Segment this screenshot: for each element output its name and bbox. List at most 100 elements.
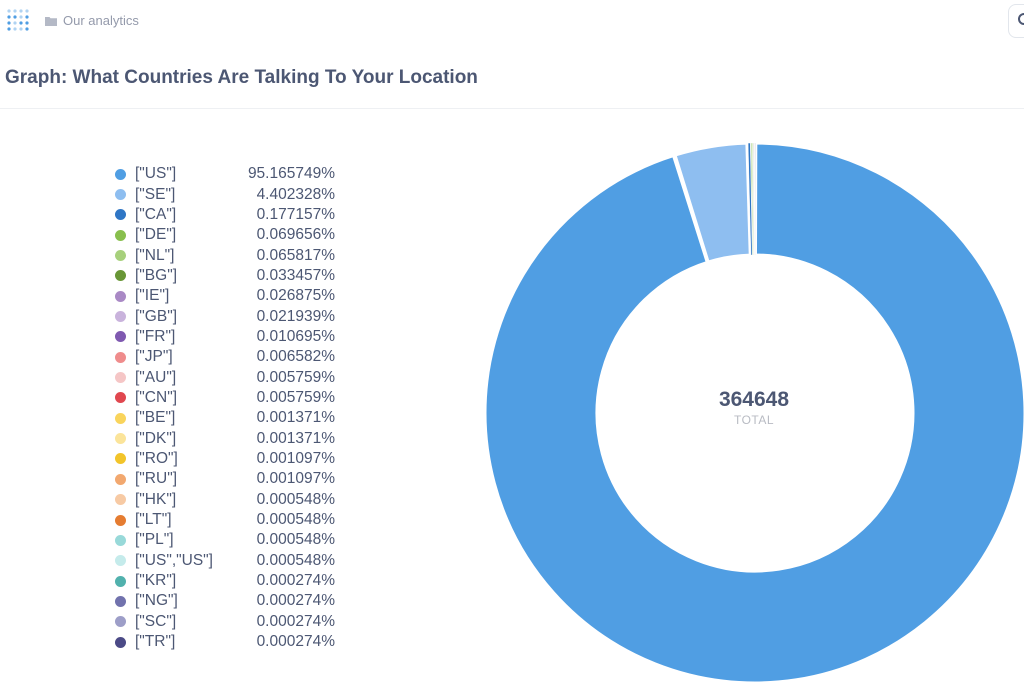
legend-percentage: 0.001371% (256, 429, 335, 447)
legend-percentage: 0.033457% (256, 266, 335, 284)
legend-label: ["PL"] (135, 531, 174, 549)
search-icon (1018, 13, 1024, 25)
legend-item[interactable]: ["RU"] 0.001097% (115, 469, 335, 489)
legend-label: ["TR"] (135, 633, 176, 651)
legend-percentage: 0.069656% (256, 226, 335, 244)
search-button[interactable] (1008, 4, 1024, 38)
legend-label: ["JP"] (135, 348, 173, 366)
legend-item[interactable]: ["TR"] 0.000274% (115, 632, 335, 652)
legend-item[interactable]: ["JP"] 0.006582% (115, 347, 335, 367)
legend-label: ["FR"] (135, 327, 176, 345)
legend-color-dot (115, 636, 126, 648)
legend-item[interactable]: ["CA"] 0.177157% (115, 205, 335, 225)
legend-item[interactable]: ["DK"] 0.001371% (115, 428, 335, 448)
legend-item[interactable]: ["IE"] 0.026875% (115, 286, 335, 306)
page-title: Graph: What Countries Are Talking To You… (5, 67, 478, 88)
legend-color-dot (115, 250, 126, 262)
legend-label: ["SE"] (135, 185, 176, 203)
legend-label: ["GB"] (135, 307, 178, 325)
legend-percentage: 0.000274% (256, 572, 335, 590)
donut-slice[interactable] (483, 141, 1024, 685)
legend-item[interactable]: ["BG"] 0.033457% (115, 266, 335, 286)
legend-label: ["AU"] (135, 368, 177, 386)
donut-slice[interactable] (673, 141, 752, 264)
legend-item[interactable]: ["RO"] 0.001097% (115, 449, 335, 469)
donut-chart-svg (483, 141, 1024, 685)
legend-color-dot (115, 473, 126, 485)
folder-icon (45, 16, 57, 26)
legend-percentage: 0.021939% (256, 307, 335, 325)
header-divider (0, 108, 1024, 109)
breadcrumb-label: Our analytics (63, 13, 139, 28)
donut-slice[interactable] (747, 142, 753, 256)
legend-color-dot (115, 514, 126, 526)
donut-slice[interactable] (750, 142, 754, 256)
donut-chart (480, 138, 1024, 688)
breadcrumb-collection[interactable]: Our analytics (45, 13, 139, 28)
legend-percentage: 0.000274% (256, 633, 335, 651)
legend-item[interactable]: ["AU"] 0.005759% (115, 367, 335, 387)
legend-item[interactable]: ["CN"] 0.005759% (115, 388, 335, 408)
legend-item[interactable]: ["KR"] 0.000274% (115, 571, 335, 591)
legend-item[interactable]: ["LT"] 0.000548% (115, 510, 335, 530)
legend-label: ["NL"] (135, 246, 175, 264)
legend-color-dot (115, 412, 126, 424)
chart-legend: ["US"] 95.165749% ["SE"] 4.402328% ["CA"] 0.1… (115, 164, 335, 652)
legend-percentage: 0.001097% (256, 470, 335, 488)
total-label: TOTAL (733, 413, 775, 427)
legend-color-dot (115, 494, 126, 506)
legend-color-dot (115, 392, 126, 404)
legend-item[interactable]: ["GB"] 0.021939% (115, 306, 335, 326)
legend-color-dot (115, 331, 126, 343)
legend-color-dot (115, 290, 126, 302)
legend-item[interactable]: ["DE"] 0.069656% (115, 225, 335, 245)
legend-percentage: 0.005759% (256, 368, 335, 386)
top-navigation-bar: Our analytics (0, 0, 1024, 42)
legend-label: ["US","US"] (135, 551, 213, 569)
legend-label: ["HK"] (135, 490, 177, 508)
legend-color-dot (115, 595, 126, 607)
legend-label: ["DK"] (135, 429, 177, 447)
legend-percentage: 0.006582% (256, 348, 335, 366)
legend-label: ["DE"] (135, 226, 177, 244)
legend-percentage: 0.026875% (256, 287, 335, 305)
legend-percentage: 0.000548% (256, 490, 335, 508)
legend-percentage: 0.000274% (256, 592, 335, 610)
legend-item[interactable]: ["BE"] 0.001371% (115, 408, 335, 428)
legend-percentage: 0.177157% (256, 205, 335, 223)
legend-label: ["CN"] (135, 388, 178, 406)
legend-item[interactable]: ["SE"] 4.402328% (115, 184, 335, 204)
legend-color-dot (115, 311, 126, 323)
legend-percentage: 0.010695% (256, 327, 335, 345)
metabase-logo-icon[interactable] (6, 8, 32, 34)
legend-percentage: 95.165749% (247, 165, 335, 183)
legend-color-dot (115, 616, 126, 628)
legend-label: ["RU"] (135, 470, 178, 488)
legend-label: ["CA"] (135, 205, 177, 223)
legend-percentage: 0.000548% (256, 531, 335, 549)
legend-percentage: 0.000274% (256, 612, 335, 630)
legend-item[interactable]: ["SC"] 0.000274% (115, 612, 335, 632)
legend-item[interactable]: ["NG"] 0.000274% (115, 591, 335, 611)
legend-label: ["BE"] (135, 409, 176, 427)
legend-color-dot (115, 209, 126, 221)
legend-color-dot (115, 575, 126, 587)
legend-item[interactable]: ["US"] 95.165749% (115, 164, 335, 184)
legend-item[interactable]: ["HK"] 0.000548% (115, 490, 335, 510)
legend-percentage: 0.000548% (256, 511, 335, 529)
legend-item[interactable]: ["PL"] 0.000548% (115, 530, 335, 550)
legend-color-dot (115, 372, 126, 384)
legend-label: ["IE"] (135, 287, 170, 305)
legend-item[interactable]: ["US","US"] 0.000548% (115, 551, 335, 571)
legend-item[interactable]: ["NL"] 0.065817% (115, 245, 335, 265)
legend-percentage: 4.402328% (256, 185, 335, 203)
legend-color-dot (115, 229, 126, 241)
legend-color-dot (115, 189, 126, 201)
legend-color-dot (115, 168, 126, 180)
legend-item[interactable]: ["FR"] 0.010695% (115, 327, 335, 347)
legend-label: ["SC"] (135, 612, 177, 630)
legend-color-dot (115, 351, 126, 363)
legend-percentage: 0.001097% (256, 449, 335, 467)
legend-label: ["KR"] (135, 572, 177, 590)
legend-percentage: 0.001371% (256, 409, 335, 427)
